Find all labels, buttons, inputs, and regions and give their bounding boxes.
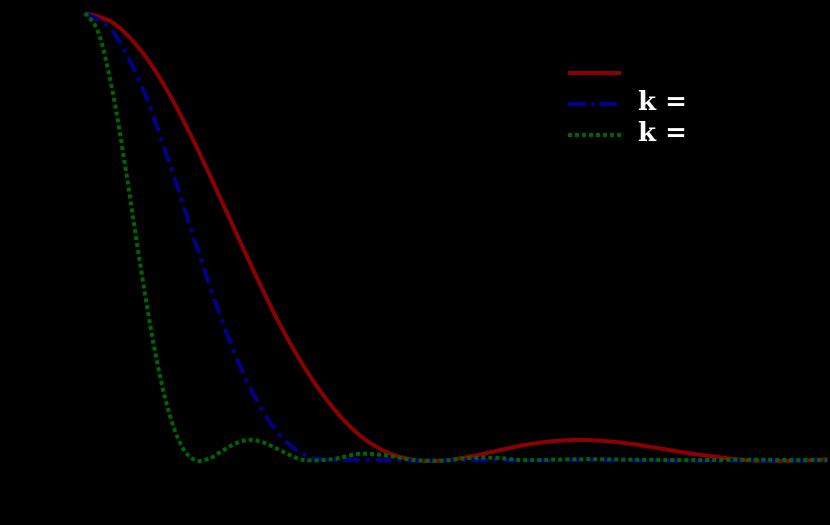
legend-label: k = (638, 118, 687, 148)
legend-swatch-dashdot (568, 102, 621, 106)
legend-entry-1 (560, 58, 720, 89)
series-line-green-dotted (83, 11, 828, 464)
legend: k = k = (560, 58, 720, 151)
legend-swatch-solid (568, 71, 621, 75)
legend-entry-2: k = (560, 87, 720, 120)
legend-label: k = (638, 87, 687, 117)
legend-swatch-dotted (568, 133, 621, 137)
legend-entry-3: k = (560, 118, 720, 151)
series-layer (83, 11, 828, 464)
